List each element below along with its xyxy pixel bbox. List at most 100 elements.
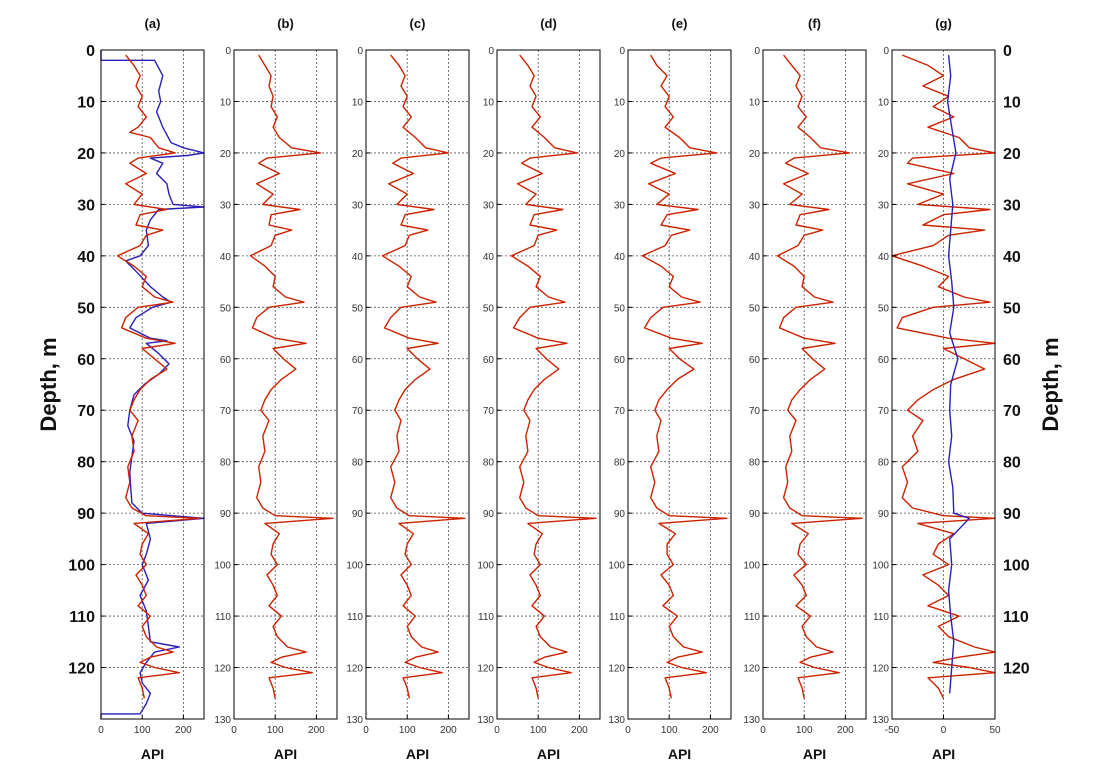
y-tick-label: 100 (608, 561, 625, 572)
panel-label: (f) (808, 16, 821, 31)
y-tick-label: 130 (346, 715, 363, 726)
x-tick-label: 100 (399, 725, 416, 736)
y-tick-label: 80 (749, 458, 761, 469)
y-tick-label: 60 (77, 352, 95, 369)
y-tick-label: 100 (872, 561, 889, 572)
y-tick-label: 30 (614, 200, 626, 211)
x-axis-label: API (803, 746, 826, 762)
axes-frame (233, 49, 338, 720)
x-tick-label: 200 (837, 725, 854, 736)
y-tick-label: 0 (883, 46, 889, 57)
y-tick-label: 10 (483, 97, 495, 108)
y-tick-label: 100 (214, 561, 231, 572)
y-tick-label: 0 (754, 46, 760, 57)
y-tick-label: 30 (483, 200, 495, 211)
y-tick-label: 50 (77, 300, 95, 317)
right-y-tick-label: 30 (1003, 197, 1021, 214)
y-tick-label: 70 (352, 406, 364, 417)
y-tick-label: 120 (872, 664, 889, 675)
panel-label: (d) (540, 16, 557, 31)
y-tick-label: 70 (220, 406, 232, 417)
y-tick-label: 130 (743, 715, 760, 726)
y-tick-label: 130 (214, 715, 231, 726)
y-tick-label: 40 (614, 252, 626, 263)
panel-label: (c) (410, 16, 426, 31)
y-tick-label: 90 (220, 509, 232, 520)
y-tick-label: 30 (220, 200, 232, 211)
axes-frame (762, 49, 867, 720)
panel-label: (g) (935, 16, 952, 31)
series-line-2 (116, 54, 201, 699)
axes-frame (100, 49, 205, 720)
y-tick-label: 60 (220, 355, 232, 366)
y-tick-label: 10 (614, 97, 626, 108)
right-y-tick-label: 50 (1003, 300, 1021, 317)
series-line-1 (510, 54, 597, 699)
x-tick-label: 100 (267, 725, 284, 736)
panel-5: (e) 0 100 200 API 0 10 20 30 40 50 60 70 80 90 100 110 12… (608, 16, 732, 762)
y-axis-label: Depth, m (36, 337, 61, 431)
x-tick-label: 200 (702, 725, 719, 736)
y-tick-label: 50 (220, 303, 232, 314)
panel-6: (f) 0 100 200 API 0 10 20 30 40 50 60 70 80 90 100 110 12… (743, 16, 867, 762)
x-tick-label: -50 (885, 725, 900, 736)
y-tick-label: 80 (220, 458, 232, 469)
y-tick-label: 60 (483, 355, 495, 366)
y-tick-label: 70 (614, 406, 626, 417)
series-line-1 (381, 54, 466, 699)
x-tick-label: 100 (661, 725, 678, 736)
x-axis-label: API (537, 746, 560, 762)
y-tick-label: 50 (878, 303, 890, 314)
y-tick-label: 80 (77, 455, 95, 472)
y-tick-label: 120 (214, 664, 231, 675)
y-tick-label: 0 (619, 46, 625, 57)
y-tick-label: 120 (743, 664, 760, 675)
y-tick-label: 70 (77, 403, 95, 420)
series-line-1 (100, 50, 205, 719)
y-tick-label: 50 (614, 303, 626, 314)
right-y-tick-label: 0 (1003, 43, 1012, 60)
x-tick-label: 0 (363, 725, 369, 736)
y-tick-label: 110 (609, 612, 625, 623)
x-tick-label: 200 (308, 725, 325, 736)
x-tick-label: 100 (530, 725, 547, 736)
y-tick-label: 10 (749, 97, 761, 108)
y-tick-label: 60 (878, 355, 890, 366)
y-tick-label: 20 (77, 146, 95, 163)
y-tick-label: 70 (749, 406, 761, 417)
y-tick-label: 40 (220, 252, 232, 263)
series-line-2 (946, 55, 970, 694)
x-axis-label: API (668, 746, 691, 762)
y-tick-label: 90 (483, 509, 495, 520)
right-y-tick-label: 100 (1003, 558, 1030, 575)
axes-frame (627, 49, 732, 720)
x-tick-label: 0 (941, 725, 947, 736)
y-tick-label: 100 (477, 561, 494, 572)
series-line-1 (641, 54, 728, 699)
x-tick-label: 200 (440, 725, 457, 736)
y-tick-label: 20 (483, 149, 495, 160)
right-y-tick-label: 70 (1003, 403, 1021, 420)
panel-1: (a) 0 100 200 API 0 10 20 30 40 50 60 70 80 90 100 110 12… (36, 16, 205, 762)
y-tick-label: 100 (68, 558, 95, 575)
panel-3: (c) 0 100 200 API 0 10 20 30 40 50 60 70 80 90 100 110 12… (346, 16, 470, 762)
axes-frame (496, 49, 601, 720)
y-tick-label: 20 (352, 149, 364, 160)
y-tick-label: 20 (749, 149, 761, 160)
y-tick-label: 70 (878, 406, 890, 417)
x-tick-label: 100 (796, 725, 813, 736)
right-y-tick-label: 90 (1003, 506, 1021, 523)
right-y-axis-label: Depth, m (1038, 337, 1063, 431)
y-tick-label: 60 (352, 355, 364, 366)
y-tick-label: 110 (478, 612, 494, 623)
right-y-tick-label: 10 (1003, 94, 1021, 111)
y-tick-label: 110 (744, 612, 760, 623)
x-axis-label: API (406, 746, 429, 762)
y-tick-label: 0 (86, 43, 95, 60)
panel-7: (g)-50 0 50API0102030405060708090100110120… (872, 16, 1063, 762)
series-line-1 (776, 54, 863, 699)
series-line-1 (249, 54, 334, 699)
y-tick-label: 110 (215, 612, 231, 623)
